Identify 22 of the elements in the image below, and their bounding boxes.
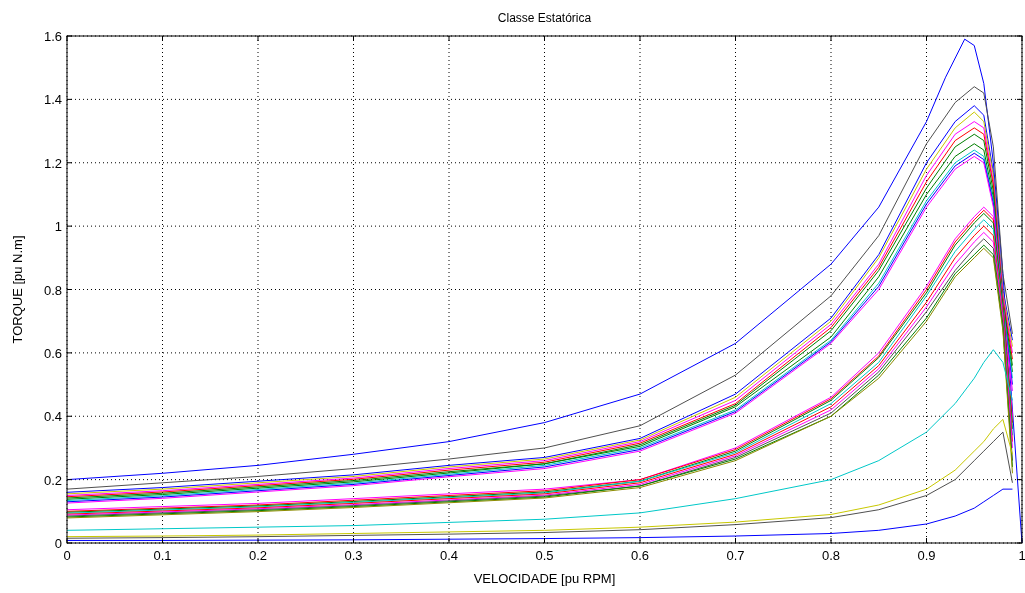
x-tick-label: 0.3: [344, 548, 363, 563]
x-tick-label: 0.7: [726, 548, 745, 563]
chart-title: Classe Estatórica: [497, 11, 592, 25]
x-tick-label: 0.6: [630, 548, 650, 563]
y-tick-label: 0: [54, 536, 62, 551]
y-tick-label: 0.8: [43, 282, 62, 298]
y-tick-label: 0.4: [43, 409, 62, 425]
y-tick-label: 1: [54, 219, 62, 235]
x-tick-label: 0.2: [248, 548, 268, 563]
y-tick-label: 1.2: [43, 155, 62, 171]
x-tick-label: 0.5: [535, 548, 554, 563]
x-tick-label: 0.9: [917, 548, 936, 563]
x-axis-title: VELOCIDADE [pu RPM]: [473, 571, 616, 586]
x-tick-label: 0.1: [153, 548, 172, 563]
x-tick-label: 0.4: [439, 548, 459, 563]
y-tick-label: 1.6: [43, 29, 62, 44]
x-tick-label: 1: [1018, 548, 1025, 563]
x-tick-label: 0.8: [821, 548, 841, 563]
y-tick-label: 0.2: [43, 472, 62, 488]
y-axis-title: TORQUE [pu N.m]: [10, 235, 25, 344]
y-tick-label: 1.4: [43, 92, 62, 108]
y-tick-label: 0.6: [43, 345, 62, 361]
